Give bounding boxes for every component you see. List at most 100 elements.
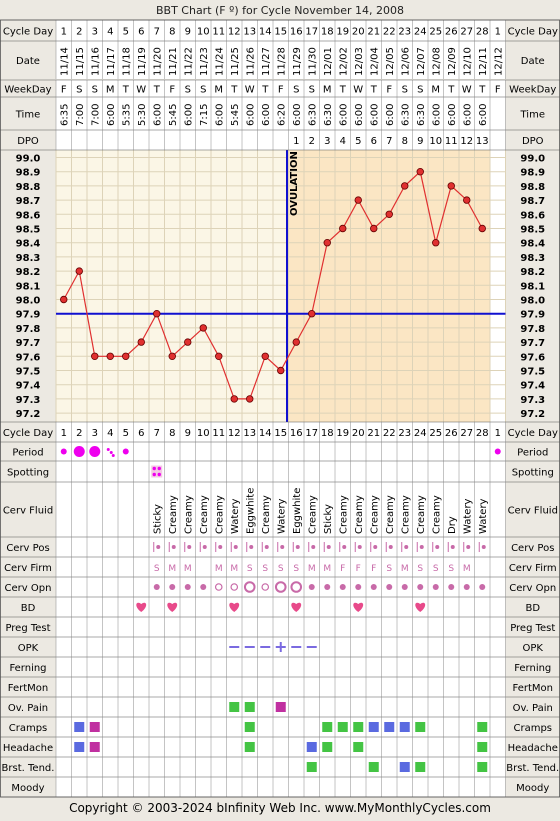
temperature-point — [168, 352, 176, 360]
cycle-day-number: 10 — [197, 27, 210, 38]
temperature-point — [153, 310, 161, 318]
row-label-cycle_day: Cycle Day — [3, 428, 53, 439]
cerv-opn-mark — [153, 584, 160, 590]
spotting-dot — [157, 466, 161, 471]
cerv-opn-mark — [243, 581, 256, 593]
date-value: 11/18 — [121, 47, 132, 76]
date-value: 12/06 — [400, 47, 411, 76]
cycle-day-number: 1 — [61, 27, 67, 38]
cerv-fluid-value: Creamy — [214, 495, 225, 534]
cramps-green-square — [353, 722, 364, 732]
cycle-day-number: 7 — [154, 428, 160, 439]
weekday-value: F — [61, 85, 67, 96]
cycle-day-number: 23 — [398, 27, 411, 38]
weekday-value: M — [323, 85, 332, 96]
bd-heart-icon — [415, 602, 426, 612]
temp-tick-left: 98.6 — [16, 210, 41, 221]
time-value: 6:35 — [59, 104, 70, 126]
cycle-day-number: 8 — [169, 428, 175, 439]
cycle-day-number: 11 — [212, 428, 225, 439]
date-value: 12/08 — [431, 47, 442, 76]
cycle-day-number: 13 — [243, 27, 256, 38]
bd-heart-icon — [229, 602, 240, 612]
temp-tick-left: 97.5 — [16, 367, 41, 378]
row-background — [56, 442, 506, 461]
row-label-right-cramps: Cramps — [513, 723, 552, 734]
weekday-value: F — [495, 85, 501, 96]
cramps-green-square — [244, 722, 255, 732]
cerv-pos-dot — [280, 545, 285, 549]
period-dot — [89, 446, 101, 457]
temp-tick-right: 97.5 — [520, 367, 545, 378]
row-label-headache: Headache — [3, 743, 53, 754]
cerv-pos-dot — [218, 545, 223, 549]
cycle-day-number: 2 — [76, 27, 82, 38]
cerv-fluid-value: Watery — [462, 498, 473, 534]
headache-blue-square — [74, 742, 85, 752]
cycle-day-number: 24 — [414, 428, 427, 439]
cerv-fluid-value: Creamy — [354, 495, 365, 534]
cerv-fluid-value: Dry — [447, 516, 458, 534]
cycle-day-number: 1 — [61, 428, 67, 439]
cerv-firm-value: F — [340, 564, 345, 574]
weekday-value: T — [370, 85, 378, 96]
dpo-value: 3 — [324, 136, 330, 147]
weekday-value: S — [402, 85, 408, 96]
weekday-value: W — [353, 85, 363, 96]
temp-tick-right: 98.2 — [520, 267, 545, 278]
row-label-right-dpo: DPO — [522, 136, 544, 147]
bd-heart-icon — [136, 602, 147, 612]
time-value: 6:30 — [400, 104, 411, 126]
temp-tick-right: 98.9 — [520, 168, 545, 179]
cerv-firm-value: M — [168, 564, 176, 574]
row-label-right-period: Period — [517, 448, 548, 459]
time-value: 6:30 — [416, 104, 427, 126]
temp-tick-right: 97.6 — [520, 352, 545, 363]
spotting-mark — [151, 465, 163, 478]
cerv-fluid-value: Sticky — [323, 504, 334, 534]
cycle-day-number: 8 — [169, 27, 175, 38]
temperature-point — [463, 196, 471, 204]
temperature-point — [323, 238, 331, 247]
row-label-right-cerv_fluid: Cerv Fluid — [508, 506, 558, 517]
ov-pain-green-square — [229, 702, 240, 712]
period-dot — [109, 451, 113, 454]
chart-title: BBT Chart (F º) for Cycle November 14, 2… — [156, 4, 404, 17]
cerv-opn-mark — [230, 583, 239, 591]
cerv-pos-dot — [466, 545, 471, 549]
cerv-fluid-value: Creamy — [338, 495, 349, 534]
time-value: 6:00 — [292, 104, 303, 126]
row-label-right-weekday: WeekDay — [509, 85, 556, 96]
cycle-day-number: 3 — [92, 428, 98, 439]
next-cycle-area — [490, 150, 506, 422]
cerv-firm-value: M — [230, 564, 238, 574]
cycle-day-number: 1 — [495, 428, 501, 439]
cerv-opn-mark — [417, 584, 424, 590]
row-label-right-cerv_pos: Cerv Pos — [511, 543, 554, 554]
temp-tick-right: 98.0 — [520, 296, 545, 307]
temp-tick-right: 97.2 — [520, 409, 545, 420]
row-background — [56, 557, 506, 577]
cycle-day-number: 14 — [259, 428, 272, 439]
cycle-day-number: 20 — [352, 428, 365, 439]
pre-ovulation-area — [56, 150, 289, 422]
row-background — [56, 777, 506, 797]
temperature-point — [416, 167, 424, 176]
cycle-day-number: 18 — [321, 27, 334, 38]
temperature-point — [478, 224, 486, 233]
row-background — [56, 737, 506, 757]
cerv-fluid-value: Creamy — [385, 495, 396, 534]
temp-tick-right: 97.3 — [520, 395, 545, 406]
row-background — [56, 597, 506, 617]
row-label-cerv_pos: Cerv Pos — [6, 543, 49, 554]
temperature-point — [91, 352, 99, 360]
time-value: 6:00 — [106, 104, 117, 126]
cerv-pos-dot — [435, 545, 440, 549]
date-value: 11/24 — [214, 47, 225, 76]
row-background — [56, 677, 506, 697]
cerv-opn-mark — [200, 584, 207, 590]
cycle-day-number: 4 — [107, 27, 113, 38]
cycle-day-number: 2 — [76, 428, 82, 439]
cycle-day-number: 27 — [460, 27, 473, 38]
cycle-day-number: 12 — [228, 428, 241, 439]
